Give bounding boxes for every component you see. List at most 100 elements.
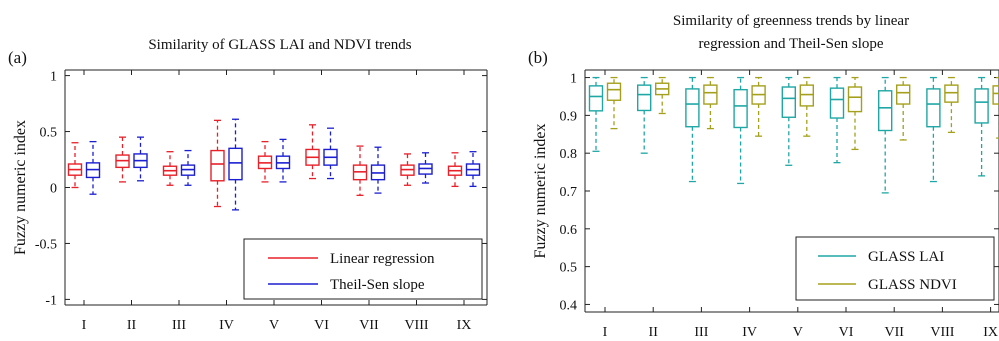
box-theil-sen-slope (85, 140, 101, 195)
box-theil-sen-slope (133, 136, 148, 182)
iqr-box (685, 88, 700, 128)
x-tick-label: IX (457, 318, 472, 333)
box-glass-ndvi (703, 76, 718, 130)
x-tick-label: VI (839, 325, 854, 340)
x-tick-label: V (269, 318, 279, 333)
y-tick-label: 0.4 (560, 298, 578, 313)
panel-a-chart: (a) Similarity of GLASS LAI and NDVI tren… (8, 37, 488, 333)
iqr-box (878, 90, 893, 132)
iqr-box (926, 88, 941, 128)
box-glass-ndvi (751, 76, 766, 137)
y-tick-label: 0 (50, 182, 57, 197)
y-tick-label: 0.8 (560, 147, 578, 162)
box-glass-ndvi (799, 76, 814, 137)
y-tick-label: 1 (50, 70, 57, 85)
x-tick-label: IV (219, 318, 234, 333)
box-linear-regression (210, 119, 225, 208)
x-tick-label: II (127, 318, 137, 333)
x-tick-label: II (649, 325, 659, 340)
iqr-box (228, 147, 243, 181)
panel-label: (a) (8, 48, 27, 67)
box-linear-regression (257, 140, 273, 183)
iqr-box (944, 84, 959, 103)
x-tick-label: IV (742, 325, 757, 340)
legend: GLASS LAI GLASS NDVI (795, 236, 995, 301)
y-axis-label: Fuzzy numeric index (12, 120, 29, 255)
y-tick-label: 0.5 (40, 126, 58, 141)
y-tick-label: -1 (45, 293, 57, 308)
box-glass-lai (588, 76, 604, 152)
panel-label: (b) (528, 48, 548, 67)
y-tick-label: 0.7 (560, 185, 578, 200)
y-tick-label: 0.9 (560, 109, 578, 124)
iqr-box (896, 84, 911, 105)
box-theil-sen-slope (418, 152, 433, 184)
box-theil-sen-slope (275, 138, 291, 183)
box-glass-lai (781, 76, 796, 166)
box-linear-regression (447, 152, 463, 188)
x-tick-label: VII (884, 325, 904, 340)
iqr-box (847, 86, 863, 113)
x-tick-label: III (694, 325, 708, 340)
legend-box (243, 238, 483, 300)
legend-label: Linear regression (330, 251, 435, 267)
legend-box (795, 236, 995, 301)
x-tick-label: I (82, 318, 87, 333)
legend-label: GLASS NDVI (868, 277, 957, 293)
y-tick-label: 0.5 (560, 261, 578, 276)
box-glass-lai (733, 76, 748, 185)
x-tick-label: VI (314, 318, 329, 333)
x-tick-label: V (793, 325, 803, 340)
box-glass-ndvi (992, 76, 999, 139)
x-tick-label: IX (983, 325, 998, 340)
iqr-box (799, 84, 814, 107)
box-glass-ndvi (847, 76, 863, 151)
iqr-box (588, 85, 604, 112)
legend: Linear regression Theil-Sen slope (243, 238, 483, 300)
box-glass-lai (926, 76, 941, 183)
iqr-box (781, 86, 796, 118)
box-theil-sen-slope (180, 149, 196, 186)
box-glass-ndvi (655, 76, 670, 115)
x-tick-label: III (172, 318, 186, 333)
box-theil-sen-slope (465, 151, 481, 188)
legend-label: GLASS LAI (868, 249, 944, 265)
box-linear-regression (352, 145, 368, 196)
y-tick-label: 0.6 (560, 223, 578, 238)
chart-title-line: Similarity of GLASS LAI and NDVI trends (148, 37, 411, 53)
y-axis-label: Fuzzy numeric index (532, 123, 549, 258)
iqr-box (829, 87, 845, 119)
box-glass-lai (974, 76, 989, 177)
panel-b-chart: (b) Similarity of greenness trends by lin… (528, 13, 999, 340)
iqr-box (606, 82, 622, 101)
box-glass-lai (829, 76, 845, 164)
iqr-box (637, 84, 652, 112)
x-tick-label: I (603, 325, 608, 340)
box-linear-regression (162, 151, 178, 186)
box-glass-ndvi (944, 76, 959, 134)
iqr-box (992, 85, 999, 105)
legend-label: Theil-Sen slope (330, 277, 425, 293)
chart-title-line: Similarity of greenness trends by linear (673, 13, 909, 29)
box-theil-sen-slope (323, 127, 338, 180)
box-glass-ndvi (606, 76, 622, 130)
y-tick-label: 1 (570, 72, 577, 87)
box-glass-lai (685, 76, 700, 183)
x-tick-label: VIII (404, 318, 428, 333)
box-linear-regression (400, 153, 415, 186)
x-tick-label: VIII (930, 325, 954, 340)
x-tick-label: VII (359, 318, 379, 333)
iqr-box (703, 84, 718, 105)
iqr-box (210, 149, 225, 182)
chart-title-line: regression and Theil-Sen slope (698, 36, 883, 52)
box-theil-sen-slope (370, 146, 386, 194)
iqr-box (974, 88, 989, 124)
box-glass-ndvi (896, 76, 911, 141)
y-tick-label: -0.5 (35, 237, 57, 252)
box-linear-regression (115, 136, 130, 183)
box-glass-lai (637, 76, 652, 154)
box-glass-lai (878, 76, 893, 194)
box-linear-regression (67, 142, 83, 189)
box-theil-sen-slope (228, 118, 243, 211)
